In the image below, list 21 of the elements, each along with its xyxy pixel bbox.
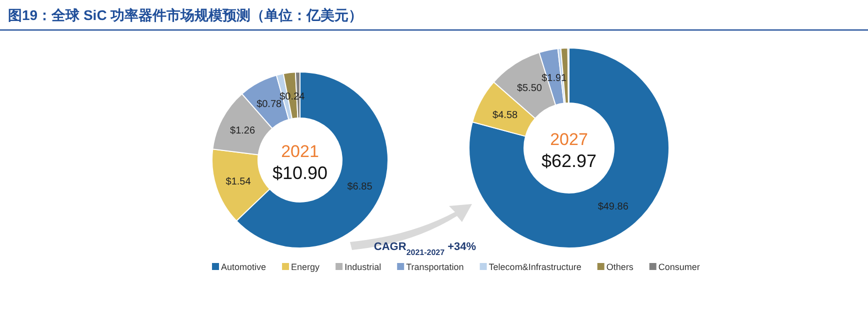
- legend-label: Consumer: [658, 262, 700, 272]
- legend-label: Industrial: [344, 262, 382, 272]
- text: 2027: [550, 130, 588, 149]
- data-label: $0.24: [280, 91, 306, 102]
- data-label: $6.85: [347, 182, 373, 193]
- data-label: $0.78: [256, 98, 282, 110]
- data-label: $4.58: [492, 110, 518, 121]
- text: CAGR$_{2021-2027}$ +34%: [374, 241, 476, 256]
- legend-label: Telecom&Infrastructure: [488, 262, 582, 272]
- legend-label: Transportation: [406, 262, 464, 272]
- chart-title: 图19：全球 SiC 功率器件市场规模预测（单位：亿美元）: [8, 7, 363, 23]
- text: $10.90: [272, 163, 328, 183]
- text: $62.97: [541, 151, 597, 171]
- data-label: $1.26: [230, 126, 256, 137]
- text: 2021: [281, 142, 319, 161]
- legend-label: Others: [606, 262, 634, 272]
- legend-label: Energy: [291, 262, 320, 272]
- legend-label: Automotive: [221, 262, 266, 272]
- data-label: $1.54: [226, 176, 252, 188]
- data-label: $5.50: [516, 83, 542, 94]
- data-label: $49.86: [598, 202, 629, 213]
